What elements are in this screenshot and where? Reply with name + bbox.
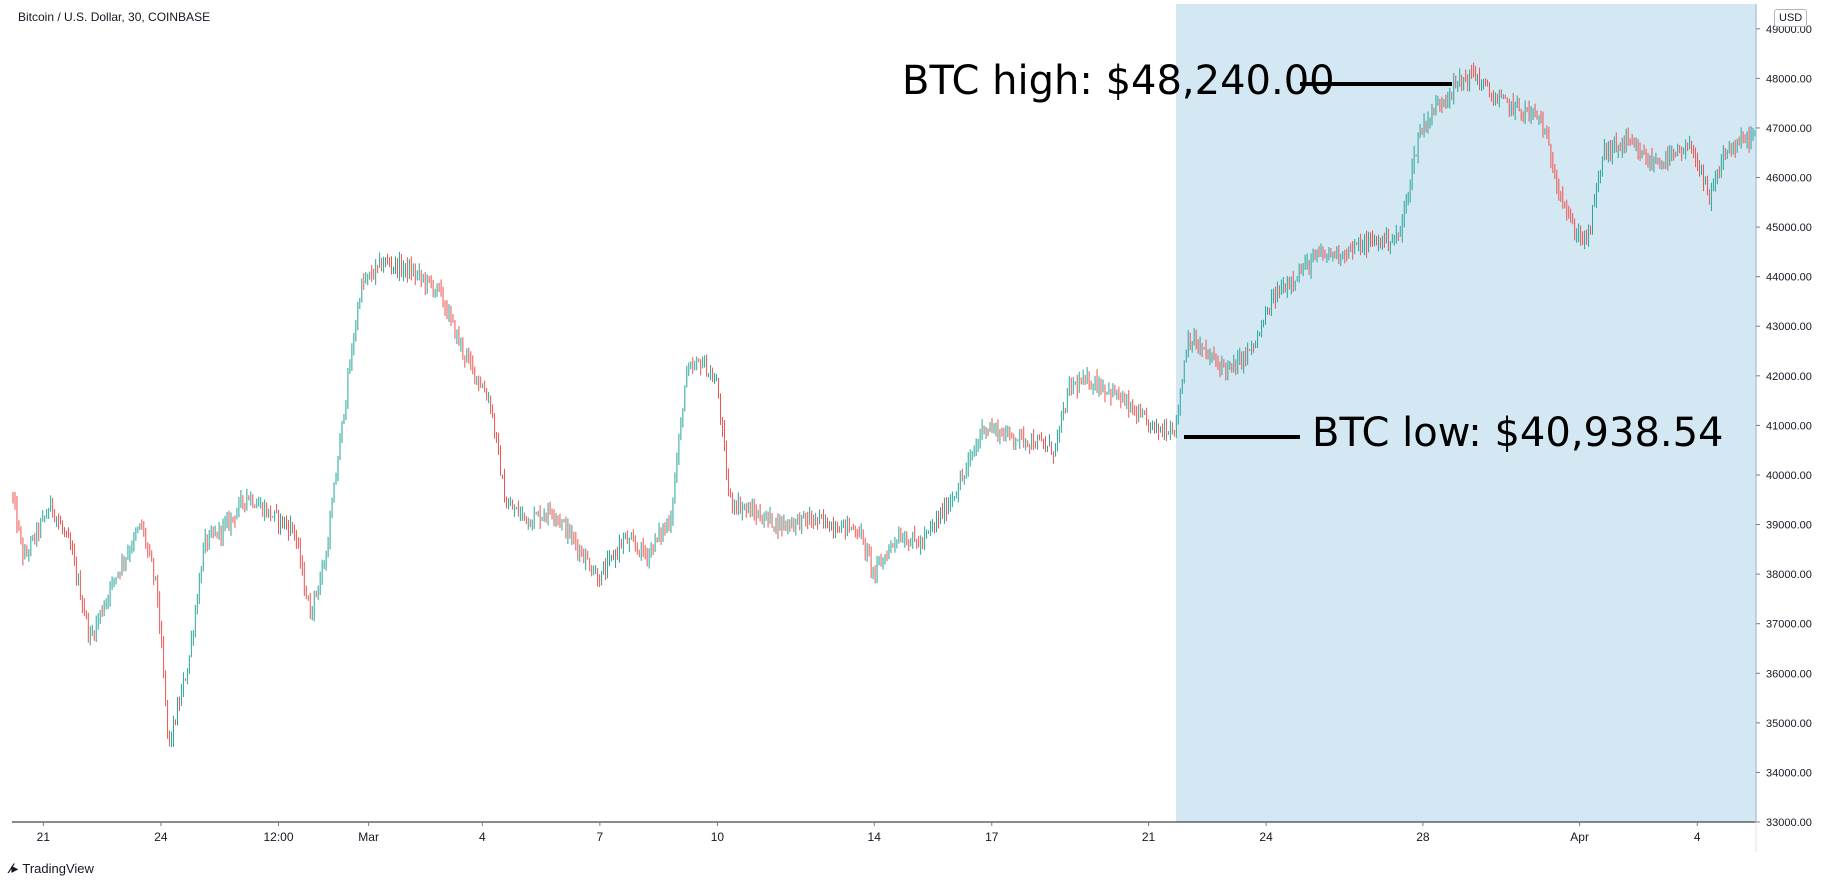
tradingview-logo[interactable]: ⁄▸ TradingView — [10, 860, 94, 877]
brand-name: TradingView — [22, 861, 94, 876]
x-tick-label: 12:00 — [263, 830, 293, 844]
x-tick-label: 21 — [1142, 830, 1156, 844]
x-tick-label: 4 — [1694, 830, 1701, 844]
x-tick-label: 7 — [597, 830, 604, 844]
y-tick-label: 43000.00 — [1766, 321, 1812, 333]
x-tick-label: 24 — [154, 830, 168, 844]
annotation-lines — [1184, 82, 1452, 439]
y-tick-label: 44000.00 — [1766, 272, 1812, 284]
y-tick-label: 33000.00 — [1766, 817, 1812, 829]
x-tick-label: 17 — [985, 830, 999, 844]
y-tick-label: 35000.00 — [1766, 718, 1812, 730]
highlight-band — [1175, 4, 1756, 822]
candles — [12, 62, 1756, 748]
currency-button[interactable]: USD — [1774, 9, 1808, 27]
y-tick-label: 38000.00 — [1766, 569, 1812, 581]
x-tick-label: 21 — [37, 830, 51, 844]
symbol-title[interactable]: Bitcoin / U.S. Dollar, 30, COINBASE — [18, 10, 211, 24]
y-tick-label: 45000.00 — [1766, 222, 1812, 234]
y-tick-label: 34000.00 — [1766, 767, 1812, 779]
x-tick-label: 28 — [1416, 830, 1430, 844]
y-tick-label: 41000.00 — [1766, 420, 1812, 432]
y-tick-label: 36000.00 — [1766, 668, 1812, 680]
x-tick-label: Apr — [1570, 830, 1589, 844]
y-tick-label: 37000.00 — [1766, 619, 1812, 631]
x-tick-label: 14 — [868, 830, 882, 844]
y-tick-label: 42000.00 — [1766, 371, 1812, 383]
y-tick-label: 40000.00 — [1766, 470, 1812, 482]
x-tick-label: 10 — [711, 830, 725, 844]
y-tick-label: 48000.00 — [1766, 73, 1812, 85]
tradingview-icon: ⁄▸ — [10, 860, 18, 876]
y-tick-label: 39000.00 — [1766, 520, 1812, 532]
axes: 33000.00 34000.00 35000.00 36000.00 37000.00… — [12, 4, 1812, 852]
x-tick-label: 24 — [1259, 830, 1273, 844]
x-tick-label: Mar — [358, 830, 379, 844]
y-tick-label: 46000.00 — [1766, 173, 1812, 185]
btc-high-annotation: BTC high: $48,240.00 — [902, 58, 1335, 104]
btc-low-annotation: BTC low: $40,938.54 — [1312, 410, 1724, 456]
y-tick-label: 47000.00 — [1766, 123, 1812, 135]
x-tick-label: 4 — [479, 830, 486, 844]
date-range-highlight — [1175, 4, 1757, 822]
